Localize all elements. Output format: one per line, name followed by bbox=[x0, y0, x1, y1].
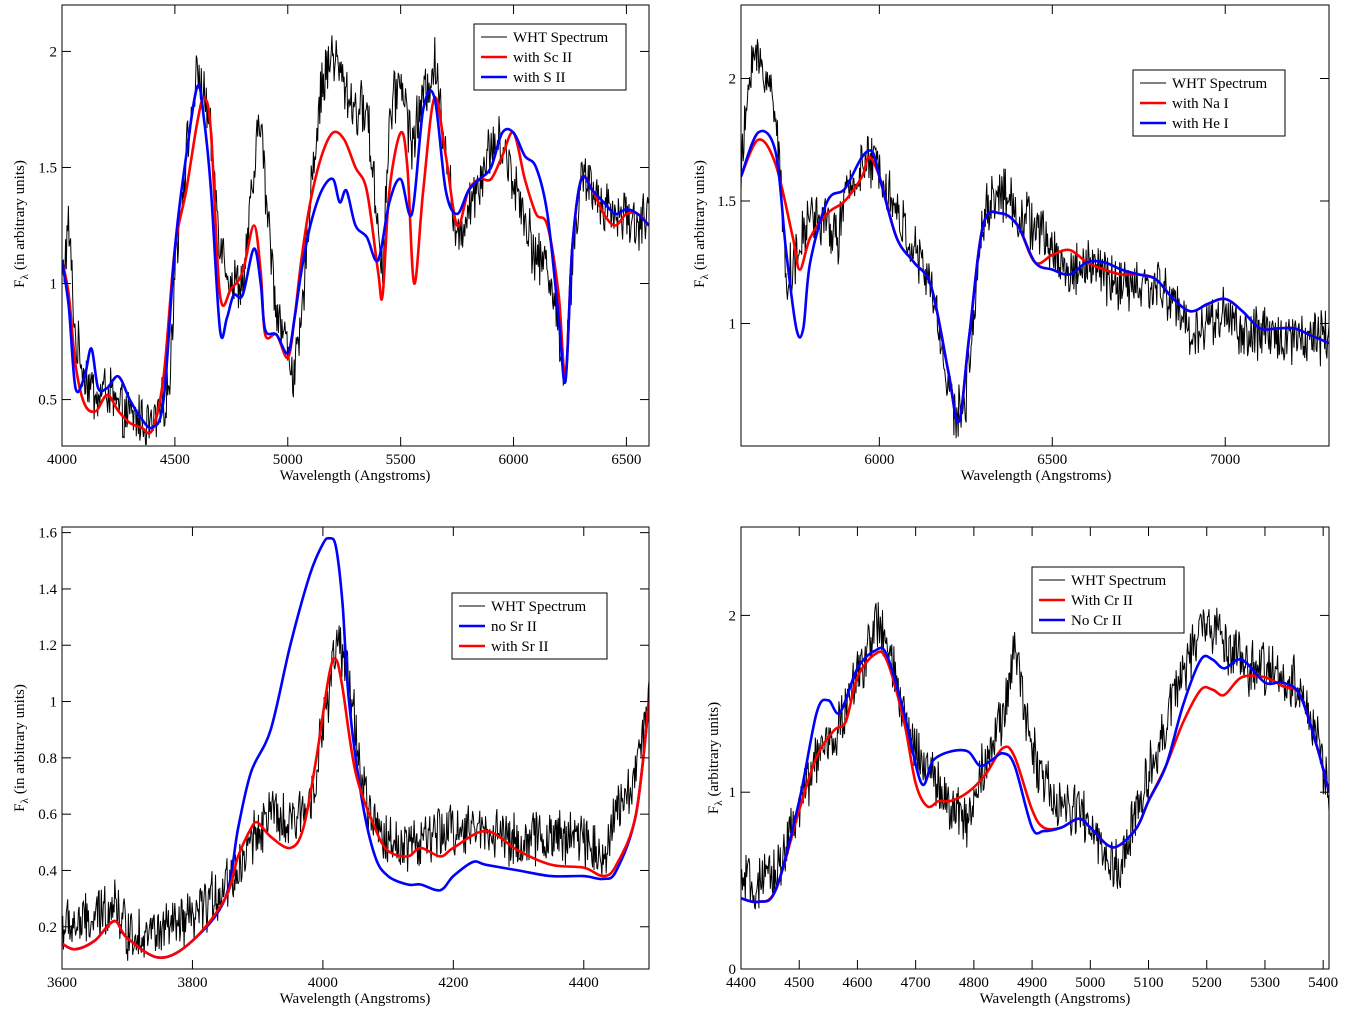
legend: WHT Spectrum With Cr II No Cr II bbox=[1031, 566, 1185, 634]
plot-frame bbox=[61, 526, 650, 970]
x-axis-label: Wavelength (Angstroms) bbox=[280, 991, 431, 1007]
x-axis-label: Wavelength (Angstroms) bbox=[280, 468, 431, 484]
y-axis-label: Fλ(in arbitrary units) bbox=[692, 160, 711, 288]
x-tick-label: 5200 bbox=[1192, 975, 1222, 991]
plot-area bbox=[62, 536, 649, 961]
x-axis-label: Wavelength (Angstroms) bbox=[961, 468, 1112, 484]
y-tick-label: 1.4 bbox=[38, 582, 57, 598]
legend-label: With Cr II bbox=[1071, 593, 1133, 609]
series-line-0 bbox=[741, 39, 1329, 439]
y-tick-label: 2 bbox=[729, 608, 737, 624]
legend-label: with Sr II bbox=[491, 639, 549, 655]
panel-bottom-left: Wavelength (Angstroms) Fλ(in arbitrary u… bbox=[12, 526, 650, 1007]
y-tick-label: 0.6 bbox=[38, 807, 57, 823]
series-line-0 bbox=[741, 602, 1329, 910]
x-tick-label: 3600 bbox=[47, 975, 77, 991]
series-line-1 bbox=[741, 138, 1329, 424]
series-line-2 bbox=[62, 656, 649, 960]
y-tick-label: 1.5 bbox=[38, 160, 57, 176]
x-tick-label: 6500 bbox=[1037, 452, 1067, 468]
legend-label: WHT Spectrum bbox=[1172, 76, 1267, 92]
y-tick-label: 1.2 bbox=[38, 638, 57, 654]
legend-label: WHT Spectrum bbox=[1071, 573, 1166, 589]
legend-label: WHT Spectrum bbox=[491, 599, 586, 615]
x-tick-label: 4400 bbox=[569, 975, 599, 991]
y-tick-label: 1 bbox=[50, 695, 58, 711]
x-tick-label: 4200 bbox=[438, 975, 468, 991]
legend-label: with He I bbox=[1172, 116, 1229, 132]
legend-label: WHT Spectrum bbox=[513, 30, 608, 46]
x-tick-label: 4500 bbox=[160, 452, 190, 468]
plot-frame bbox=[740, 4, 1330, 447]
plot-frame bbox=[61, 4, 650, 447]
series-line-0 bbox=[62, 625, 649, 961]
series-line-1 bbox=[62, 96, 649, 435]
x-tick-label: 6500 bbox=[611, 452, 641, 468]
x-tick-label: 3800 bbox=[177, 975, 207, 991]
y-tick-label: 2 bbox=[729, 72, 737, 88]
panel-bottom-right: Wavelength (Angstroms) Fλ(arbitrary unit… bbox=[706, 526, 1338, 1007]
x-tick-label: 4500 bbox=[784, 975, 814, 991]
legend-label: with Na I bbox=[1172, 96, 1229, 112]
legend: WHT Spectrum no Sr II with Sr II bbox=[451, 592, 608, 660]
y-axis-label: Fλ(in arbitrary units) bbox=[12, 684, 31, 812]
x-tick-label: 4700 bbox=[901, 975, 931, 991]
x-tick-label: 7000 bbox=[1210, 452, 1240, 468]
x-tick-label: 4600 bbox=[842, 975, 872, 991]
x-tick-label: 5000 bbox=[273, 452, 303, 468]
x-tick-label: 5500 bbox=[386, 452, 416, 468]
x-tick-label: 4000 bbox=[47, 452, 77, 468]
y-tick-label: 0.4 bbox=[38, 863, 57, 879]
y-tick-label: 1 bbox=[50, 277, 58, 293]
y-tick-label: 0 bbox=[729, 962, 737, 978]
panel-top-right: Wavelength (Angstroms) Fλ(in arbitrary u… bbox=[692, 4, 1330, 484]
y-tick-label: 1 bbox=[729, 317, 737, 333]
y-tick-label: 1.6 bbox=[38, 526, 57, 542]
y-tick-label: 0.8 bbox=[38, 751, 57, 767]
legend-label: No Cr II bbox=[1071, 613, 1122, 629]
x-tick-label: 5400 bbox=[1308, 975, 1338, 991]
y-axis-label: Fλ(in arbitrary units) bbox=[12, 160, 31, 288]
y-tick-label: 2 bbox=[50, 44, 58, 60]
y-tick-label: 1.5 bbox=[717, 194, 736, 210]
series-line-2 bbox=[62, 84, 649, 430]
legend: WHT Spectrum with Na I with He I bbox=[1132, 69, 1286, 137]
x-tick-label: 6000 bbox=[864, 452, 894, 468]
series-line-0 bbox=[62, 35, 649, 446]
y-axis-label: Fλ(arbitrary units) bbox=[706, 702, 725, 814]
series-line-1 bbox=[741, 650, 1329, 904]
x-tick-label: 4900 bbox=[1017, 975, 1047, 991]
y-tick-label: 0.5 bbox=[38, 393, 57, 409]
x-axis-label: Wavelength (Angstroms) bbox=[980, 991, 1131, 1007]
x-tick-label: 5000 bbox=[1075, 975, 1105, 991]
series-line-2 bbox=[741, 129, 1329, 424]
y-tick-label: 0.2 bbox=[38, 920, 57, 936]
x-tick-label: 4800 bbox=[959, 975, 989, 991]
legend-label: no Sr II bbox=[491, 619, 537, 635]
plot-area bbox=[741, 602, 1329, 910]
panel-top-left: Wavelength (Angstroms) Fλ(in arbitrary u… bbox=[12, 4, 650, 484]
plot-area bbox=[62, 35, 649, 446]
series-line-2 bbox=[741, 646, 1329, 904]
x-tick-label: 6000 bbox=[499, 452, 529, 468]
plot-area bbox=[741, 39, 1329, 439]
y-tick-label: 1 bbox=[729, 785, 737, 801]
x-tick-label: 5100 bbox=[1134, 975, 1164, 991]
legend-label: with S II bbox=[513, 70, 566, 86]
plot-frame bbox=[740, 526, 1330, 970]
x-tick-label: 4400 bbox=[726, 975, 756, 991]
x-tick-label: 5300 bbox=[1250, 975, 1280, 991]
legend: WHT Spectrum with Sc II with S II bbox=[473, 23, 627, 91]
x-tick-label: 4000 bbox=[308, 975, 338, 991]
legend-label: with Sc II bbox=[513, 50, 572, 66]
